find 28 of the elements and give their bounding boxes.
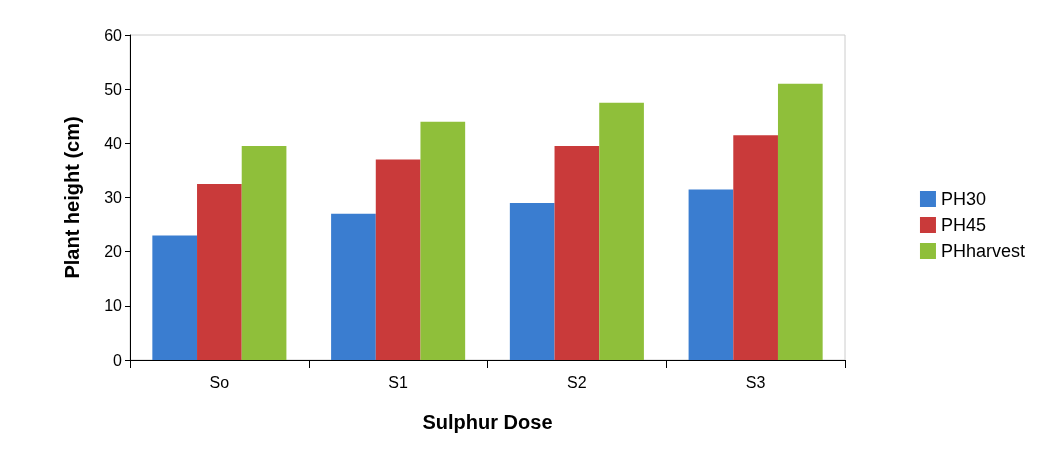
y-tick-label: 20 xyxy=(104,243,123,261)
legend-label: PHharvest xyxy=(940,241,1026,261)
x-tick-label: S2 xyxy=(567,373,587,391)
legend-label: PH30 xyxy=(940,189,986,209)
bar xyxy=(777,83,823,360)
bar xyxy=(599,102,644,360)
bar xyxy=(241,146,287,360)
y-tick-label: 30 xyxy=(104,189,123,206)
legend-label: PH45 xyxy=(940,215,986,235)
x-tick-label: S3 xyxy=(745,373,766,391)
x-tick-label: S1 xyxy=(388,373,409,391)
x-axis-title: Sulphur Dose xyxy=(422,411,553,433)
bar xyxy=(420,121,466,360)
y-axis-title: Plant height (cm) xyxy=(61,116,83,279)
y-tick-label: 60 xyxy=(104,26,123,44)
bar xyxy=(509,202,555,360)
y-tick-label: 0 xyxy=(113,351,123,369)
bar xyxy=(554,146,600,360)
bar xyxy=(197,183,242,360)
bar xyxy=(688,189,734,360)
bar xyxy=(152,235,198,360)
y-tick-label: 50 xyxy=(104,80,123,98)
y-tick-label: 40 xyxy=(104,134,123,152)
x-tick-label: So xyxy=(209,373,230,391)
bar xyxy=(375,159,421,360)
bar xyxy=(733,135,778,360)
y-tick-label: 10 xyxy=(104,297,123,315)
bar xyxy=(331,213,376,360)
